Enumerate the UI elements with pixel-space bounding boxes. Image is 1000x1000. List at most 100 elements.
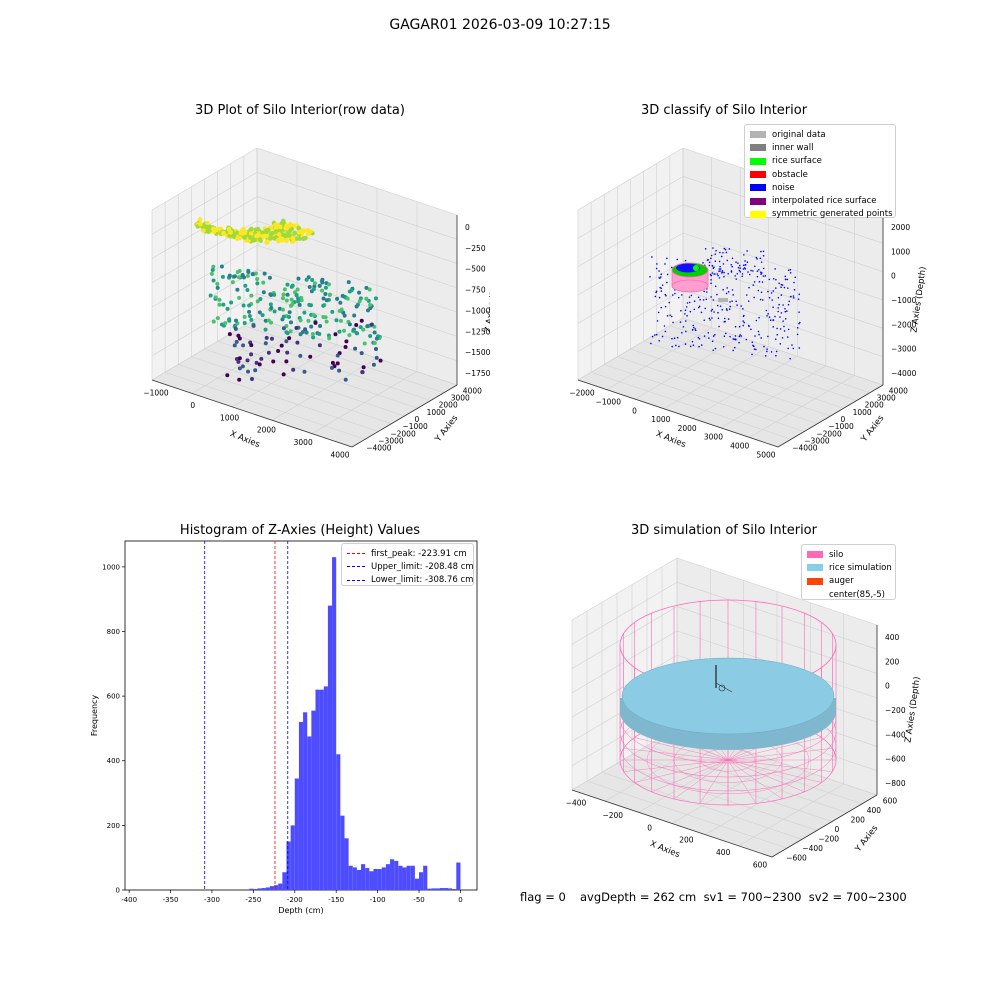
data-point	[269, 306, 274, 311]
noise-point	[747, 271, 749, 273]
noise-point	[685, 330, 687, 333]
data-point	[254, 360, 259, 365]
panel1-title: 3D Plot of Silo Interior(row data)	[195, 103, 405, 118]
z-tick-label: 0	[465, 223, 470, 232]
z-tick-label: −400	[885, 730, 906, 739]
data-point	[333, 332, 338, 337]
noise-point	[702, 299, 705, 301]
data-point	[282, 287, 287, 292]
noise-point	[786, 310, 788, 312]
y-tick-label: 3000	[451, 394, 470, 403]
y-tick-label: 2000	[865, 401, 884, 410]
histogram-bar	[290, 825, 295, 890]
noise-point	[723, 275, 725, 278]
x-axis-label: Depth (cm)	[278, 906, 323, 915]
noise-point	[740, 335, 743, 337]
noise-point	[763, 345, 765, 348]
data-point	[357, 299, 362, 304]
data-point	[248, 231, 254, 237]
noise-point	[710, 274, 713, 277]
data-point	[373, 296, 378, 301]
legend-swatch	[750, 184, 766, 192]
data-point	[317, 343, 322, 348]
legend-item: Lower_limit: -308.76 cm	[347, 574, 473, 587]
data-point	[249, 352, 254, 357]
noise-point	[731, 265, 733, 268]
noise-point	[758, 333, 760, 336]
histogram-bar	[298, 721, 304, 890]
x-tick-label: -250	[245, 896, 261, 904]
z-tick-label: −1500	[465, 348, 490, 357]
noise-point	[792, 347, 795, 350]
grid-line	[577, 232, 684, 296]
noise-point	[698, 345, 700, 348]
noise-point	[651, 335, 654, 338]
data-point	[269, 336, 274, 341]
noise-point	[709, 319, 711, 321]
noise-point	[768, 316, 771, 318]
noise-point	[697, 336, 700, 339]
noise-point	[711, 265, 714, 267]
data-point	[236, 359, 241, 364]
noise-point	[748, 273, 751, 276]
data-point	[288, 320, 293, 325]
noise-point	[723, 247, 726, 250]
data-point	[266, 350, 271, 355]
data-point	[249, 293, 254, 298]
noise-point	[793, 289, 796, 291]
legend-label: silo	[829, 549, 844, 560]
noise-point	[708, 264, 711, 267]
data-point	[341, 310, 346, 315]
noise-point	[738, 264, 741, 267]
data-point	[237, 377, 242, 382]
noise-point	[718, 277, 721, 279]
data-point	[320, 277, 325, 282]
noise-point	[772, 306, 774, 308]
data-point	[258, 296, 263, 301]
data-point	[365, 324, 370, 329]
histogram-bar	[390, 859, 395, 890]
noise-point	[654, 295, 657, 298]
noise-point	[660, 273, 663, 276]
noise-point	[745, 338, 748, 341]
data-point	[247, 314, 252, 319]
noise-point	[678, 345, 680, 348]
grid-line	[676, 557, 878, 626]
grid-line	[631, 754, 833, 822]
noise-point	[684, 313, 686, 315]
noise-point	[710, 279, 712, 281]
noise-point	[772, 326, 775, 328]
histogram-bar	[327, 605, 333, 890]
y-axis-line	[777, 384, 884, 448]
noise-point	[753, 348, 756, 350]
grid-line	[669, 325, 870, 394]
data-point	[227, 317, 232, 322]
noise-point	[774, 268, 776, 270]
grid-line	[151, 244, 258, 308]
x-tick-label: -50	[413, 896, 424, 904]
legend-label: first_peak: -223.91 cm	[371, 548, 467, 559]
data-point	[343, 377, 348, 382]
data-point	[280, 307, 285, 312]
noise-point	[656, 320, 659, 322]
noise-point	[714, 260, 717, 263]
noise-point	[694, 328, 696, 330]
noise-point	[781, 337, 784, 339]
noise-point	[760, 337, 762, 339]
x-tick-label: 2000	[257, 426, 276, 435]
noise-point	[738, 269, 741, 272]
noise-point	[787, 328, 790, 331]
noise-point	[666, 315, 669, 317]
data-point	[320, 288, 325, 293]
grid-line	[151, 220, 258, 284]
noise-point	[704, 247, 707, 250]
noise-point	[741, 273, 744, 275]
auger-arm	[715, 682, 733, 693]
noise-point	[707, 259, 709, 261]
noise-point	[691, 340, 694, 343]
noise-point	[737, 262, 739, 264]
data-point	[359, 318, 364, 323]
noise-point	[735, 338, 737, 341]
noise-point	[751, 353, 753, 356]
noise-point	[693, 300, 696, 302]
